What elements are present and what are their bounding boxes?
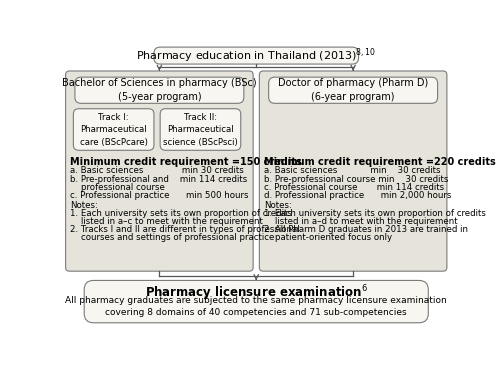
Text: 2. Tracks I and II are different in types of professional: 2. Tracks I and II are different in type… [70, 225, 300, 235]
Text: Minimum credit requirement =150 credits: Minimum credit requirement =150 credits [70, 157, 302, 167]
Text: professional course: professional course [70, 183, 165, 192]
FancyBboxPatch shape [154, 47, 358, 64]
Text: b. Pre-professional course min    30 credits: b. Pre-professional course min 30 credit… [264, 175, 448, 184]
Text: Pharmacy licensure examination$^{6}$: Pharmacy licensure examination$^{6}$ [144, 283, 368, 302]
FancyBboxPatch shape [75, 77, 244, 103]
FancyBboxPatch shape [160, 109, 241, 150]
FancyBboxPatch shape [84, 280, 428, 323]
Text: Bachelor of Sciences in pharmacy (BSc)
(5-year program): Bachelor of Sciences in pharmacy (BSc) (… [62, 79, 256, 102]
Text: Doctor of pharmacy (Pharm D)
(6-year program): Doctor of pharmacy (Pharm D) (6-year pro… [278, 79, 428, 102]
Text: listed in a–c to meet with the requirement: listed in a–c to meet with the requireme… [70, 217, 263, 226]
Text: d. Professional practice      min 2,000 hours: d. Professional practice min 2,000 hours [264, 191, 452, 200]
Text: 1. Each university sets its own proportion of credits: 1. Each university sets its own proporti… [264, 209, 486, 218]
Text: courses and settings of professional practice: courses and settings of professional pra… [70, 233, 274, 243]
Text: c. Professional practice      min 500 hours: c. Professional practice min 500 hours [70, 191, 249, 200]
FancyBboxPatch shape [260, 71, 447, 271]
Text: All pharmacy graduates are subjected to the same pharmacy licensure examination
: All pharmacy graduates are subjected to … [66, 296, 447, 317]
Text: Pharmacy education in Thailand (2013)$^{8,10}$: Pharmacy education in Thailand (2013)$^{… [136, 46, 376, 65]
Text: 2. All Pharm D graduates in 2013 are trained in: 2. All Pharm D graduates in 2013 are tra… [264, 225, 468, 235]
Text: Track I:
Pharmaceutical
care (BScPcare): Track I: Pharmaceutical care (BScPcare) [80, 113, 148, 146]
Text: a. Basic sciences              min 30 credits: a. Basic sciences min 30 credits [70, 167, 244, 175]
Text: Notes:: Notes: [264, 201, 292, 210]
Text: listed in a–d to meet with the requirement: listed in a–d to meet with the requireme… [264, 217, 458, 226]
Text: Minimum credit requirement =220 credits: Minimum credit requirement =220 credits [264, 157, 496, 167]
FancyBboxPatch shape [66, 71, 253, 271]
FancyBboxPatch shape [74, 109, 154, 150]
Text: b. Pre-professional and    min 114 credits: b. Pre-professional and min 114 credits [70, 175, 248, 184]
Text: patient-oriented focus only: patient-oriented focus only [264, 233, 392, 243]
Text: a. Basic sciences            min    30 credits: a. Basic sciences min 30 credits [264, 167, 440, 175]
Text: Notes:: Notes: [70, 201, 98, 210]
Text: c. Professional course       min 114 credits: c. Professional course min 114 credits [264, 183, 444, 192]
Text: 1. Each university sets its own proportion of credits: 1. Each university sets its own proporti… [70, 209, 292, 218]
FancyBboxPatch shape [268, 77, 438, 103]
Text: Track II:
Pharmaceutical
science (BScPsci): Track II: Pharmaceutical science (BScPsc… [163, 113, 238, 146]
